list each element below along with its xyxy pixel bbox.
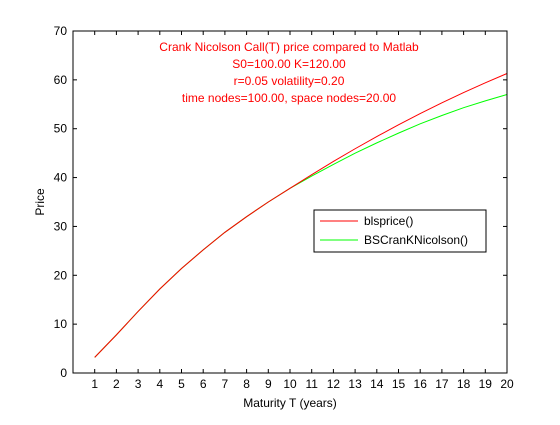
chart-title-line: Crank Nicolson Call(T) price compared to…	[159, 40, 419, 54]
chart-title-line: S0=100.00 K=120.00	[232, 57, 346, 71]
legend-entry: blsprice()	[364, 214, 413, 228]
x-tick-label: 9	[265, 377, 272, 391]
x-tick-label: 5	[178, 377, 185, 391]
x-tick-label: 11	[305, 377, 318, 391]
x-tick-label: 7	[222, 377, 229, 391]
y-tick-label: 60	[54, 73, 68, 87]
x-tick-label: 2	[113, 377, 120, 391]
chart-title-line: r=0.05 volatility=0.20	[234, 74, 345, 88]
y-tick-label: 10	[54, 317, 68, 331]
y-tick-label: 20	[54, 268, 68, 282]
y-tick-label: 40	[54, 171, 68, 185]
legend-entry: BSCranKNicolson()	[364, 233, 468, 247]
y-tick-label: 70	[54, 24, 68, 38]
y-tick-label: 50	[54, 122, 68, 136]
legend: blsprice() BSCranKNicolson()	[314, 210, 486, 252]
x-tick-label: 3	[135, 377, 142, 391]
x-tick-label: 4	[156, 377, 163, 391]
chart-title-line: time nodes=100.00, space nodes=20.00	[182, 91, 396, 105]
x-tick-label: 15	[392, 377, 406, 391]
y-tick-label: 30	[54, 219, 68, 233]
x-tick-label: 20	[500, 377, 514, 391]
x-tick-label: 17	[435, 377, 449, 391]
x-tick-label: 10	[283, 377, 297, 391]
x-tick-label: 8	[243, 377, 250, 391]
x-tick-label: 19	[479, 377, 493, 391]
x-tick-label: 6	[200, 377, 207, 391]
x-tick-label: 1	[91, 377, 98, 391]
chart-title: Crank Nicolson Call(T) price compared to…	[159, 40, 419, 105]
x-axis-label: Maturity T (years)	[243, 396, 337, 410]
y-tick-label: 0	[60, 366, 67, 380]
y-axis-label: Price	[33, 188, 47, 216]
x-tick-label: 18	[457, 377, 471, 391]
x-tick-label: 14	[370, 377, 384, 391]
x-tick-label: 16	[414, 377, 428, 391]
x-tick-label: 12	[327, 377, 341, 391]
x-tick-label: 13	[348, 377, 362, 391]
